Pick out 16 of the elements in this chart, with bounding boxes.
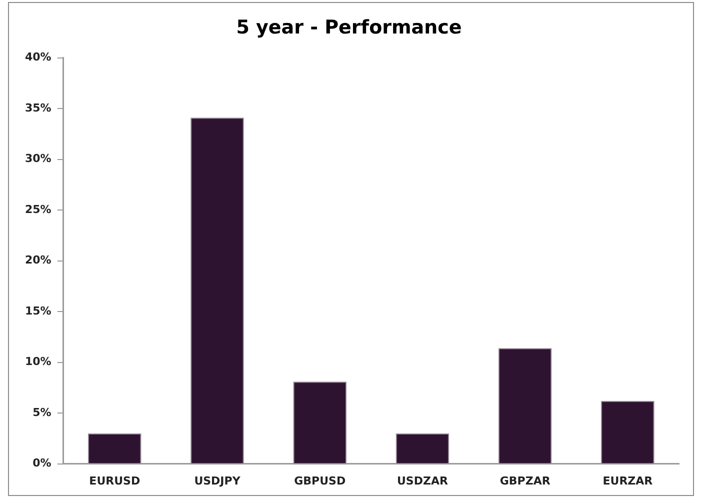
x-tick-label: EURZAR — [602, 474, 654, 488]
y-tick-label: 30% — [24, 152, 52, 166]
x-tick-label: GBPUSD — [294, 474, 346, 488]
chart-title: 5 year - Performance — [236, 16, 462, 38]
y-tick-label: 20% — [24, 254, 52, 267]
x-tick-label: GBPZAR — [500, 474, 551, 488]
x-tick-label: USDZAR — [396, 474, 448, 488]
y-tick-label: 5% — [32, 406, 52, 419]
x-tick-label: USDJPY — [194, 474, 242, 488]
y-tick-label: 40% — [24, 50, 52, 64]
x-tick-label: EURUSD — [89, 474, 140, 488]
y-tick-label: 0% — [32, 456, 52, 470]
y-tick-label: 25% — [24, 202, 52, 216]
y-tick-label: 15% — [24, 304, 52, 318]
y-tick-label: 35% — [24, 101, 52, 114]
y-tick-label: 10% — [24, 355, 52, 368]
